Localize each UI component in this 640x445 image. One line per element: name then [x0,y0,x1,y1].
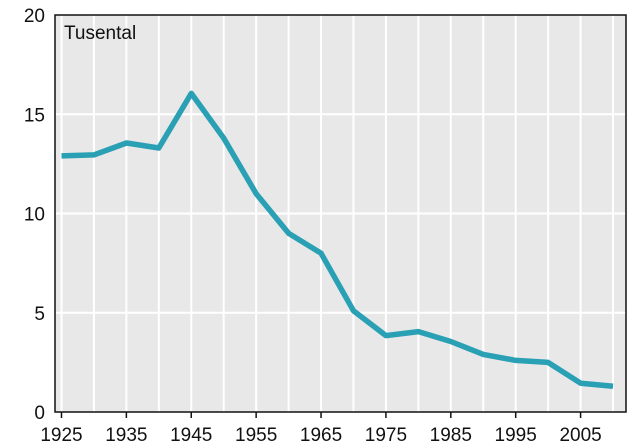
x-tick-label: 1945 [170,425,212,445]
x-tick-label: 1955 [235,425,277,445]
unit-label: Tusental [64,23,136,44]
y-tick-label: 0 [34,403,45,424]
axes: 0 5 10 15 20 1925 1935 1945 1955 1965 1975 1985 1995… [24,6,602,445]
x-tick-label: 1995 [495,425,537,445]
y-tick-label: 20 [24,6,45,27]
y-tick-label: 10 [24,205,45,226]
y-tick-label: 15 [24,105,45,126]
x-tick-label: 1925 [40,425,82,445]
x-tick-label: 2005 [559,425,601,445]
y-tick-label: 5 [34,304,45,325]
x-tick-label: 1965 [300,425,342,445]
x-tick-label: 1935 [105,425,147,445]
plot-frame [54,14,627,413]
grid [55,15,626,412]
x-tick-label: 1975 [365,425,407,445]
series-layer [61,90,614,389]
series-line [61,90,614,389]
x-tick-label: 1985 [430,425,472,445]
